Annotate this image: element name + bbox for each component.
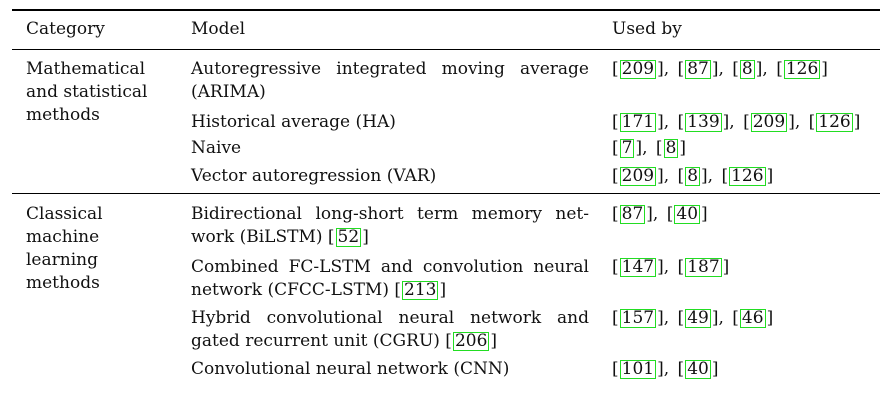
- model-cell: Hybrid convolutional neural network and g…: [191, 307, 589, 353]
- citation-link[interactable]: 206: [452, 331, 490, 351]
- used-by-cell: [7], [8]: [612, 138, 687, 158]
- model-cell: Autoregressive integrated moving average…: [191, 58, 589, 104]
- citation-link[interactable]: 157: [619, 308, 657, 328]
- citation-link[interactable]: 147: [619, 257, 657, 277]
- citation-link[interactable]: 213: [402, 280, 439, 300]
- used-by-cell: [87], [40]: [612, 204, 708, 224]
- model-line: Bidirectional long-short term memory net…: [191, 204, 589, 224]
- citation-link[interactable]: 87: [685, 59, 711, 79]
- model-line: Convolutional neural network (CNN): [191, 359, 510, 379]
- used-by-cell: [171], [139], [209], [126]: [612, 112, 861, 132]
- model-cell: Naive: [191, 137, 589, 160]
- citation-link[interactable]: 8: [739, 59, 755, 79]
- citation-separator: ,: [663, 257, 670, 277]
- citation-separator: ,: [762, 59, 768, 79]
- citation-separator: ,: [707, 166, 714, 186]
- category-line: and statistical: [26, 82, 148, 102]
- citation-link[interactable]: 87: [619, 204, 646, 224]
- citation-link[interactable]: 209: [750, 112, 788, 132]
- citation-link[interactable]: 7: [619, 138, 635, 158]
- citation-separator: ,: [652, 204, 659, 224]
- header-rule: [12, 49, 880, 50]
- category-line: Classical: [26, 204, 103, 224]
- used-by-cell: [101], [40]: [612, 359, 719, 379]
- citation-separator: ,: [729, 112, 735, 132]
- citation-separator: ,: [663, 112, 670, 132]
- category-line: learning: [26, 250, 98, 270]
- header-category: Category: [26, 19, 105, 39]
- citation-link[interactable]: 46: [739, 308, 766, 328]
- citation-link[interactable]: 52: [335, 227, 362, 247]
- model-line: work (BiLSTM) [52]: [191, 227, 369, 247]
- model-line: Combined FC-LSTM and convolution neural: [191, 257, 589, 277]
- header-used-by: Used by: [612, 19, 682, 39]
- model-line: Vector autoregression (VAR): [191, 166, 437, 186]
- model-cell: Convolutional neural network (CNN): [191, 358, 589, 381]
- category-line: machine: [26, 227, 100, 247]
- model-line: (ARIMA): [191, 82, 266, 102]
- citation-link[interactable]: 40: [674, 204, 701, 224]
- citation-link[interactable]: 40: [685, 359, 711, 379]
- top-rule: [12, 9, 880, 11]
- model-line: Hybrid convolutional neural network and: [191, 308, 589, 328]
- citation-separator: ,: [663, 166, 670, 186]
- citation-link[interactable]: 101: [619, 359, 657, 379]
- citation-separator: ,: [794, 112, 801, 132]
- citation-link[interactable]: 8: [663, 138, 679, 158]
- header-model: Model: [191, 19, 246, 39]
- used-by-cell: [147], [187]: [612, 257, 730, 277]
- model-cell: Historical average (HA): [191, 111, 589, 134]
- model-line: gated recurrent unit (CGRU) [206]: [191, 331, 498, 351]
- category-line: Mathematical: [26, 59, 145, 79]
- citation-separator: ,: [663, 59, 670, 79]
- citation-link[interactable]: 171: [619, 112, 657, 132]
- used-by-cell: [157], [49], [46]: [612, 308, 774, 328]
- model-cell: Bidirectional long-short term memory net…: [191, 203, 589, 249]
- citation-separator: ,: [663, 359, 670, 379]
- citation-separator: ,: [663, 308, 670, 328]
- group-separator-rule: [12, 193, 880, 194]
- citation-link[interactable]: 126: [816, 112, 853, 132]
- used-by-cell: [209], [8], [126]: [612, 166, 774, 186]
- model-line: network (CFCC-LSTM) [213]: [191, 280, 447, 300]
- model-line: Naive: [191, 138, 242, 158]
- category-line: methods: [26, 273, 100, 293]
- model-line: Autoregressive integrated moving average: [191, 59, 589, 79]
- citation-link[interactable]: 49: [685, 308, 711, 328]
- citation-link[interactable]: 187: [685, 257, 722, 277]
- citation-separator: ,: [718, 308, 724, 328]
- category-cell: Classical machine learning methods: [26, 203, 176, 295]
- citation-link[interactable]: 126: [783, 59, 821, 79]
- category-cell: Mathematical and statistical methods: [26, 58, 176, 127]
- model-cell: Vector autoregression (VAR): [191, 165, 589, 188]
- used-by-cell: [209], [87], [8], [126]: [612, 59, 828, 79]
- citation-link[interactable]: 126: [729, 166, 766, 186]
- category-line: methods: [26, 105, 100, 125]
- citation-link[interactable]: 8: [685, 166, 701, 186]
- model-cell: Combined FC-LSTM and convolution neural n…: [191, 256, 589, 302]
- citation-link[interactable]: 209: [619, 166, 657, 186]
- model-line: Historical average (HA): [191, 112, 396, 132]
- citation-link[interactable]: 139: [685, 112, 722, 132]
- citation-separator: ,: [718, 59, 724, 79]
- citation-link[interactable]: 209: [619, 59, 657, 79]
- citation-separator: ,: [642, 138, 648, 158]
